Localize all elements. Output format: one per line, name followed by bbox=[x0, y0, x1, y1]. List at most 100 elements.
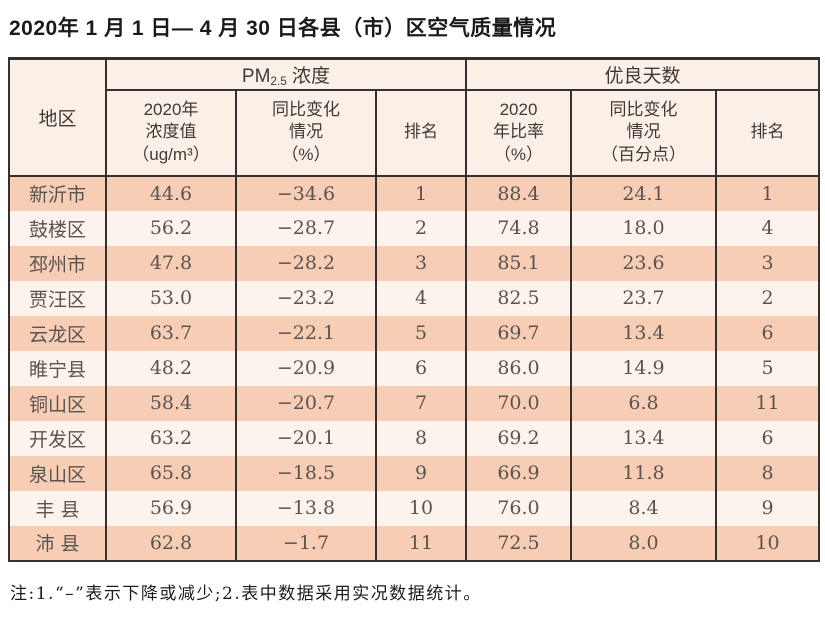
pm-value-cell: 47.8 bbox=[105, 245, 237, 281]
days-change-cell: 18.0 bbox=[570, 210, 717, 246]
table-row: 新沂市 44.6 −34.6 1 88.4 24.1 1 bbox=[8, 175, 821, 211]
days-change-cell: 11.8 bbox=[570, 455, 717, 491]
days-rank-cell: 6 bbox=[714, 315, 821, 351]
region-cell: 泉山区 bbox=[8, 455, 107, 491]
pm-rank-cell: 2 bbox=[375, 210, 467, 246]
region-cell: 鼓楼区 bbox=[8, 210, 107, 246]
pm-change-cell: −28.2 bbox=[235, 245, 377, 281]
region-cell: 铜山区 bbox=[8, 385, 107, 421]
days-rank-cell: 9 bbox=[714, 490, 821, 526]
table-row: 沛 县 62.8 −1.7 11 72.5 8.0 10 bbox=[8, 525, 821, 561]
days-rank-cell: 4 bbox=[714, 210, 821, 246]
table-row: 睢宁县 48.2 −20.9 6 86.0 14.9 5 bbox=[8, 350, 821, 386]
days-change-cell: 8.4 bbox=[570, 490, 717, 526]
pm-value-cell: 63.7 bbox=[105, 315, 237, 351]
region-cell: 邳州市 bbox=[8, 245, 107, 281]
table-row: 铜山区 58.4 −20.7 7 70.0 6.8 11 bbox=[8, 385, 821, 421]
days-rank-cell: 6 bbox=[714, 420, 821, 456]
table-row: 泉山区 65.8 −18.5 9 66.9 11.8 8 bbox=[8, 455, 821, 491]
table-body: 新沂市 44.6 −34.6 1 88.4 24.1 1 鼓楼区 56.2 −2… bbox=[8, 175, 821, 561]
pm-rank-cell: 7 bbox=[375, 385, 467, 421]
pm-change-cell: −13.8 bbox=[235, 490, 377, 526]
days-rank-cell: 3 bbox=[714, 245, 821, 281]
days-rate-cell: 69.2 bbox=[465, 420, 572, 456]
air-quality-table: 地区 PM2.5 浓度 优良天数 2020年 浓度值 （ug/m³） 同比变化 … bbox=[8, 57, 821, 562]
days-rate-cell: 88.4 bbox=[465, 175, 572, 211]
days-rate-cell: 76.0 bbox=[465, 490, 572, 526]
pm-value-cell: 62.8 bbox=[105, 525, 237, 561]
table-header: 地区 PM2.5 浓度 优良天数 2020年 浓度值 （ug/m³） 同比变化 … bbox=[8, 58, 821, 177]
page: 2020年 1 月 1 日— 4 月 30 日各县（市）区空气质量情况 地区 P… bbox=[8, 17, 821, 604]
region-cell: 新沂市 bbox=[8, 175, 107, 211]
region-cell: 贾汪区 bbox=[8, 280, 107, 316]
col-header-region: 地区 bbox=[8, 58, 107, 177]
pm-rank-cell: 3 bbox=[375, 245, 467, 281]
pm-rank-cell: 9 bbox=[375, 455, 467, 491]
footnote: 注:1.“–”表示下降或减少;2.表中数据采用实况数据统计。 bbox=[10, 583, 482, 604]
pm-change-cell: −20.1 bbox=[235, 420, 377, 456]
table-row: 丰 县 56.9 −13.8 10 76.0 8.4 9 bbox=[8, 490, 821, 526]
days-rate-cell: 69.7 bbox=[465, 315, 572, 351]
days-rank-cell: 8 bbox=[714, 455, 821, 491]
sub-header-row: 2020年 浓度值 （ug/m³） 同比变化 情况 （%） 排名 2020 年比… bbox=[9, 89, 821, 177]
days-change-cell: 23.6 bbox=[570, 245, 717, 281]
col-header-days-rate: 2020 年比率 （%） bbox=[465, 89, 572, 177]
col-header-days-rank: 排名 bbox=[714, 89, 821, 177]
col-header-pm-value: 2020年 浓度值 （ug/m³） bbox=[105, 89, 237, 177]
region-cell: 睢宁县 bbox=[8, 350, 107, 386]
days-rate-cell: 66.9 bbox=[465, 455, 572, 491]
pm-change-cell: −34.6 bbox=[235, 175, 377, 211]
days-rate-cell: 82.5 bbox=[465, 280, 572, 316]
pm-rank-cell: 5 bbox=[375, 315, 467, 351]
pm-change-cell: −1.7 bbox=[235, 525, 377, 561]
days-rate-cell: 85.1 bbox=[465, 245, 572, 281]
pm-change-cell: −28.7 bbox=[235, 210, 377, 246]
pm-rank-cell: 1 bbox=[375, 175, 467, 211]
days-rank-cell: 5 bbox=[714, 350, 821, 386]
region-cell: 沛 县 bbox=[8, 525, 107, 561]
col-header-pm-rank: 排名 bbox=[375, 89, 467, 177]
pm-rank-cell: 11 bbox=[375, 525, 467, 561]
days-rate-cell: 70.0 bbox=[465, 385, 572, 421]
region-cell: 开发区 bbox=[8, 420, 107, 456]
days-change-cell: 13.4 bbox=[570, 420, 717, 456]
pm-rank-cell: 10 bbox=[375, 490, 467, 526]
days-rank-cell: 11 bbox=[714, 385, 821, 421]
pm25-group-label: PM2.5 浓度 bbox=[241, 65, 331, 88]
pm-value-cell: 53.0 bbox=[105, 280, 237, 316]
col-group-good-days: 优良天数 bbox=[464, 58, 821, 91]
table-row: 开发区 63.2 −20.1 8 69.2 13.4 6 bbox=[8, 420, 821, 456]
pm-change-cell: −20.7 bbox=[235, 385, 377, 421]
table-row: 鼓楼区 56.2 −28.7 2 74.8 18.0 4 bbox=[8, 210, 821, 246]
pm-value-cell: 63.2 bbox=[105, 420, 237, 456]
group-header-row: 地区 PM2.5 浓度 优良天数 bbox=[8, 58, 821, 177]
pm-value-cell: 44.6 bbox=[105, 175, 237, 211]
days-change-cell: 6.8 bbox=[570, 385, 717, 421]
days-rank-cell: 1 bbox=[714, 175, 821, 211]
days-change-cell: 14.9 bbox=[570, 350, 717, 386]
days-rate-cell: 74.8 bbox=[465, 210, 572, 246]
table-row: 贾汪区 53.0 −23.2 4 82.5 23.7 2 bbox=[8, 280, 821, 316]
table-row: 邳州市 47.8 −28.2 3 85.1 23.6 3 bbox=[8, 245, 821, 281]
col-group-pm25: PM2.5 浓度 bbox=[105, 58, 467, 91]
pm-change-cell: −22.1 bbox=[235, 315, 377, 351]
region-cell: 丰 县 bbox=[8, 490, 107, 526]
page-title: 2020年 1 月 1 日— 4 月 30 日各县（市）区空气质量情况 bbox=[9, 17, 557, 40]
pm-change-cell: −23.2 bbox=[235, 280, 377, 316]
days-change-cell: 23.7 bbox=[570, 280, 717, 316]
pm-rank-cell: 8 bbox=[375, 420, 467, 456]
days-change-cell: 8.0 bbox=[570, 525, 717, 561]
pm-change-cell: −20.9 bbox=[235, 350, 377, 386]
days-rank-cell: 10 bbox=[714, 525, 821, 561]
pm-rank-cell: 4 bbox=[375, 280, 467, 316]
pm-value-cell: 56.9 bbox=[105, 490, 237, 526]
col-header-days-change: 同比变化 情况 （百分点） bbox=[570, 89, 717, 177]
days-rate-cell: 72.5 bbox=[465, 525, 572, 561]
days-change-cell: 13.4 bbox=[570, 315, 717, 351]
days-rank-cell: 2 bbox=[714, 280, 821, 316]
pm-rank-cell: 6 bbox=[375, 350, 467, 386]
days-change-cell: 24.1 bbox=[570, 175, 717, 211]
pm-value-cell: 58.4 bbox=[105, 385, 237, 421]
days-rate-cell: 86.0 bbox=[465, 350, 572, 386]
pm-value-cell: 48.2 bbox=[105, 350, 237, 386]
